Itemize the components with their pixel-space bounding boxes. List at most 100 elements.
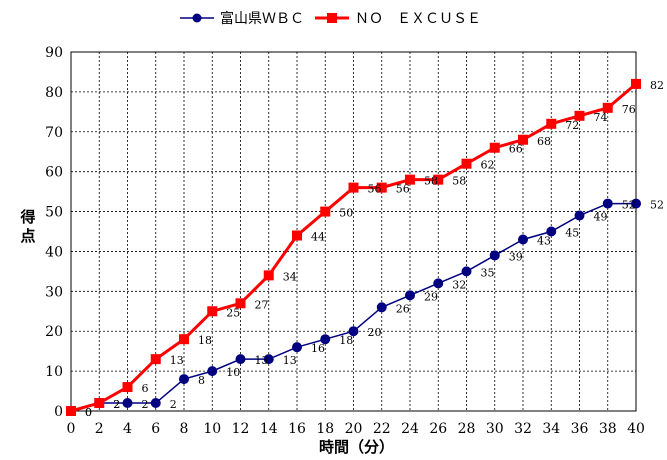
x-tick-label: 40: [627, 421, 645, 437]
y-tick-label: 10: [45, 364, 63, 380]
point-noexcuse: [94, 398, 105, 409]
x-tick-label: 22: [373, 421, 391, 437]
point-noexcuse: [518, 134, 528, 145]
point-wbc: [631, 198, 641, 209]
point-noexcuse: [66, 406, 76, 416]
x-tick-label: 26: [429, 421, 447, 437]
point-noexcuse: [320, 206, 331, 217]
x-tick-label: 36: [571, 421, 589, 437]
x-tick-label: 8: [180, 421, 189, 437]
point-noexcuse: [489, 142, 500, 153]
point-wbc: [489, 250, 500, 261]
legend-marker-noexcuse: [327, 13, 337, 23]
point-wbc: [207, 366, 218, 377]
data-label-noexcuse: 74: [594, 111, 608, 124]
point-wbc: [179, 374, 189, 385]
point-noexcuse: [263, 270, 274, 281]
x-tick-label: 18: [316, 421, 334, 437]
x-tick-label: 2: [95, 421, 104, 437]
point-noexcuse: [235, 298, 246, 309]
data-label-wbc: 13: [255, 354, 269, 367]
x-tick-label: 24: [401, 421, 419, 437]
point-noexcuse: [602, 102, 613, 113]
y-tick-label: 30: [45, 284, 63, 300]
point-noexcuse: [574, 110, 585, 121]
data-label-noexcuse: 72: [565, 119, 579, 132]
y-tick-label: 80: [45, 85, 63, 101]
point-noexcuse: [461, 158, 472, 169]
point-noexcuse: [546, 118, 557, 129]
data-label-noexcuse: 76: [622, 103, 636, 116]
data-label-wbc: 43: [537, 234, 551, 247]
data-label-wbc: 13: [283, 354, 297, 367]
x-tick-label: 6: [151, 421, 160, 437]
data-label-wbc: 2: [113, 398, 120, 411]
x-tick-label: 38: [599, 421, 617, 437]
x-tick-label: 32: [514, 421, 532, 437]
data-label-noexcuse: 13: [170, 354, 184, 367]
data-label-wbc: 52: [650, 199, 664, 212]
data-label-wbc: 18: [339, 334, 353, 347]
data-label-wbc: 52: [622, 199, 636, 212]
data-label-noexcuse: 82: [650, 79, 664, 92]
point-wbc: [433, 278, 444, 289]
series-layer: [66, 78, 641, 416]
point-noexcuse: [207, 306, 218, 317]
data-label-noexcuse: 66: [509, 143, 523, 156]
data-label-wbc: 35: [481, 266, 495, 279]
point-noexcuse: [179, 334, 189, 345]
point-noexcuse: [292, 230, 302, 241]
data-label-wbc: 10: [226, 366, 240, 379]
y-tick-label: 20: [45, 324, 63, 340]
data-label-noexcuse: 56: [368, 183, 382, 196]
x-tick-label: 30: [486, 421, 504, 437]
point-wbc: [292, 342, 302, 353]
data-label-wbc: 29: [424, 290, 438, 303]
data-label-noexcuse: 58: [452, 175, 466, 188]
data-label-noexcuse: 62: [481, 159, 495, 172]
point-wbc: [546, 226, 557, 237]
x-tick-label: 34: [542, 421, 560, 437]
x-tick-label: 12: [232, 421, 250, 437]
x-tick-label: 4: [123, 421, 132, 437]
point-wbc: [602, 198, 613, 209]
data-label-wbc: 20: [368, 326, 382, 339]
point-noexcuse: [376, 182, 387, 193]
point-noexcuse: [122, 382, 133, 393]
point-wbc: [320, 334, 331, 345]
data-label-wbc: 16: [311, 342, 325, 355]
point-wbc: [405, 290, 415, 301]
x-tick-label: 0: [67, 421, 76, 437]
y-tick-label: 50: [45, 205, 63, 221]
y-tick-label: 40: [45, 244, 63, 260]
data-label-wbc: 39: [509, 250, 523, 263]
point-noexcuse: [150, 354, 161, 365]
point-wbc: [150, 398, 161, 409]
point-wbc: [263, 354, 274, 365]
y-tick-label: 0: [54, 404, 63, 420]
data-label-noexcuse: 58: [424, 175, 438, 188]
data-label-noexcuse: 50: [339, 207, 353, 220]
data-label-wbc: 26: [396, 302, 410, 315]
data-label-wbc: 2: [170, 398, 177, 411]
data-label-noexcuse: 25: [226, 306, 240, 319]
data-label-noexcuse: 0: [85, 406, 92, 419]
point-wbc: [376, 302, 387, 313]
x-tick-label: 14: [260, 421, 278, 437]
y-axis-ticks: 0 10 20 30 40 50 60 70 80 90: [45, 45, 63, 420]
data-label-wbc: 2: [142, 398, 149, 411]
point-wbc: [235, 354, 246, 365]
y-tick-label: 90: [45, 45, 63, 61]
point-wbc: [122, 398, 133, 409]
data-label-noexcuse: 18: [198, 334, 212, 347]
data-label-noexcuse: 56: [396, 183, 410, 196]
data-label-wbc: 45: [565, 227, 579, 240]
data-label-noexcuse: 2: [113, 398, 120, 411]
y-tick-label: 60: [45, 165, 63, 181]
x-tick-label: 16: [288, 421, 306, 437]
data-label-noexcuse: 6: [142, 382, 149, 395]
legend-marker-wbc: [192, 13, 202, 23]
legend: 富山県ＷＢＣ ＮＯ ＥＸＣＵＳＥ: [180, 10, 481, 27]
point-noexcuse: [631, 78, 641, 89]
